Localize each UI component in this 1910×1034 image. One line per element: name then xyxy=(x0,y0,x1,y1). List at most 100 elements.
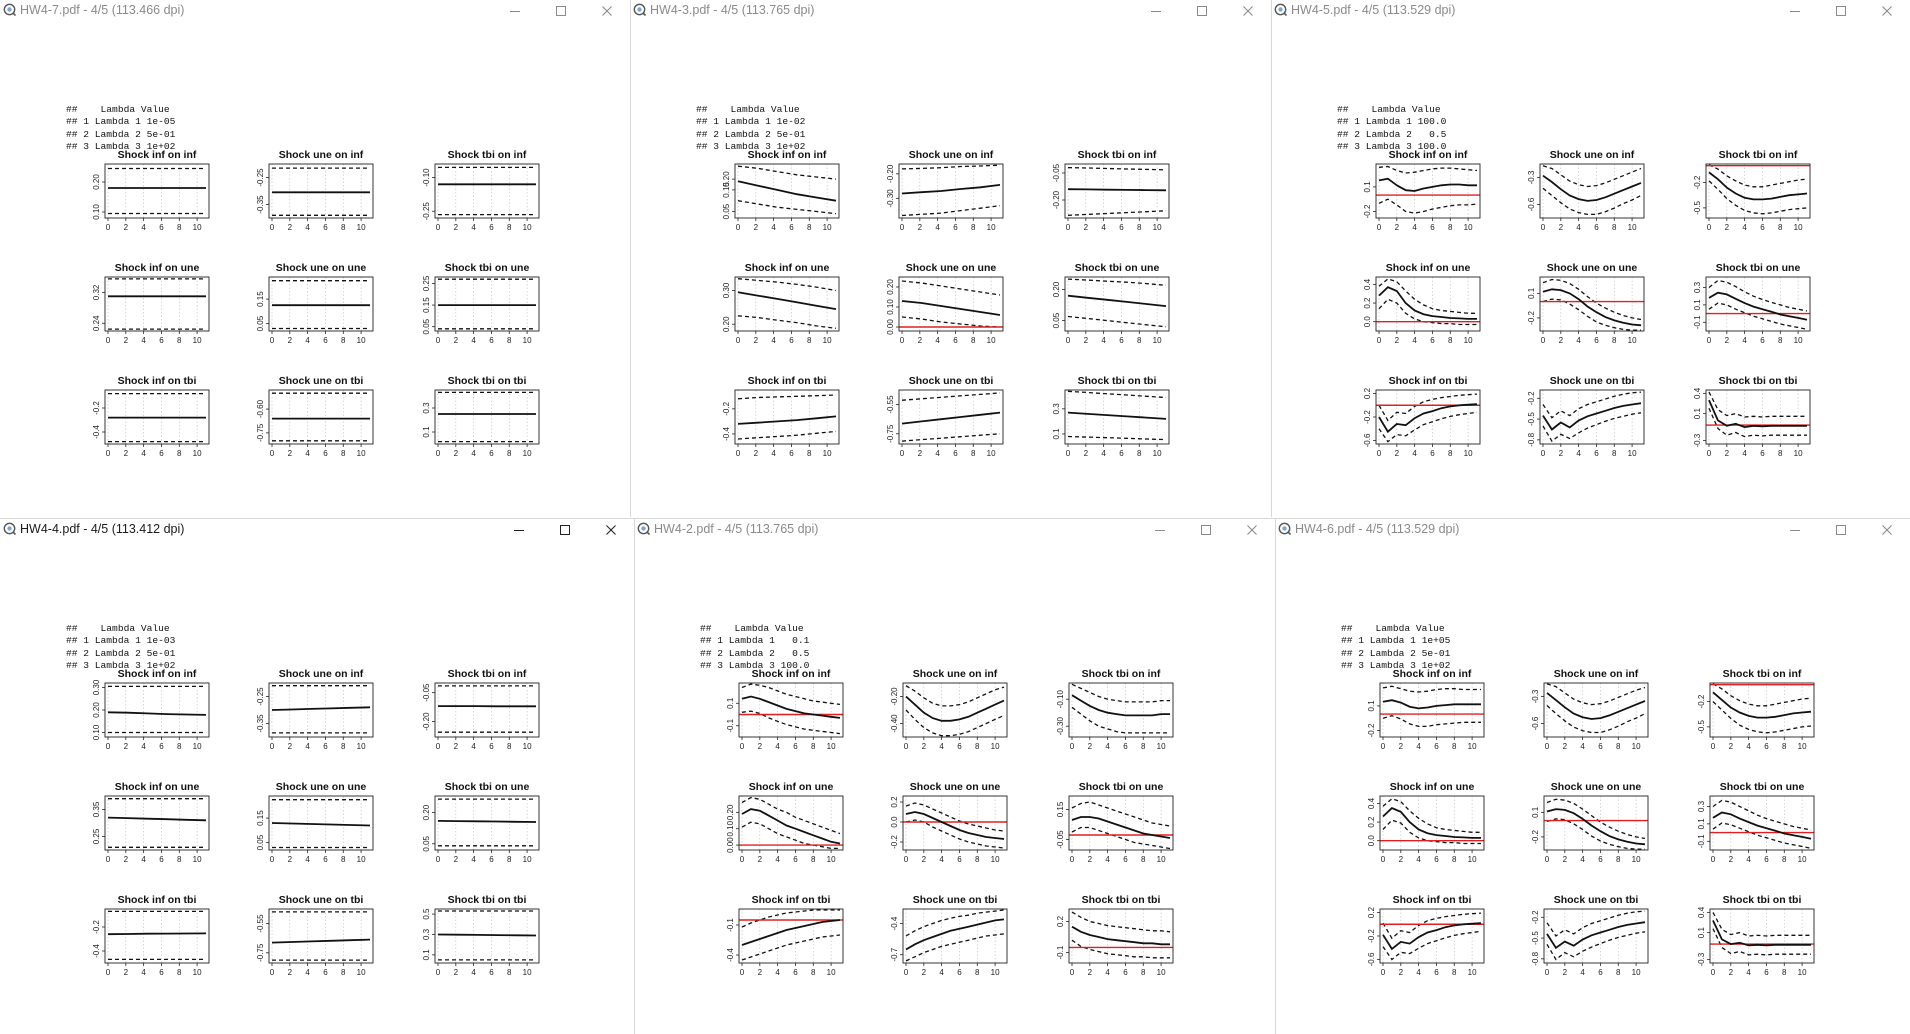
x-tick-label: 0 xyxy=(900,336,905,345)
plot-frame xyxy=(1543,795,1649,851)
maximize-button[interactable] xyxy=(1179,0,1225,22)
lower-band-line xyxy=(1542,187,1642,216)
y-tick-label: -0.3 xyxy=(1527,170,1536,184)
x-tick-label: 8 xyxy=(177,336,182,345)
pdf-page[interactable]: ## Lambda Value ## 1 Lambda 1 1e-02 ## 2 L… xyxy=(630,22,1271,517)
plot-frame xyxy=(898,163,1004,219)
y-tick-label: 0.5 xyxy=(422,908,431,920)
mean-response-line xyxy=(1546,921,1646,950)
pdf-page[interactable]: ## Lambda Value ## 1 Lambda 1 100.0 ## 2 L… xyxy=(1271,22,1910,517)
close-button[interactable] xyxy=(584,0,630,22)
close-button[interactable] xyxy=(1864,0,1910,22)
y-tick-label: -0.6 xyxy=(1531,716,1540,730)
window-titlebar[interactable]: HW4-6.pdf - 4/5 (113.529 dpi) xyxy=(1275,519,1910,541)
irf-plot: Shock tbi on une 0 2 4 6 8 10 0.05 0.15 0.25 xyxy=(422,262,540,345)
x-tick-label: 4 xyxy=(775,742,780,751)
x-tick-label: 0 xyxy=(270,223,275,232)
window-titlebar[interactable]: HW4-4.pdf - 4/5 (113.412 dpi) xyxy=(0,519,634,541)
x-tick-label: 2 xyxy=(454,336,459,345)
x-tick-label: 10 xyxy=(1798,742,1807,751)
window-titlebar[interactable]: HW4-3.pdf - 4/5 (113.765 dpi) xyxy=(630,0,1271,22)
x-tick-label: 0 xyxy=(900,223,905,232)
irf-plot: Shock inf on une 0 2 4 6 8 10 0.20 0.30 xyxy=(722,262,840,345)
close-button[interactable] xyxy=(1225,0,1271,22)
minimize-button[interactable] xyxy=(496,519,542,541)
pdf-viewer-window[interactable]: HW4-5.pdf - 4/5 (113.529 dpi) ## Lambda V… xyxy=(1271,0,1910,517)
window-titlebar[interactable]: HW4-5.pdf - 4/5 (113.529 dpi) xyxy=(1271,0,1910,22)
x-tick-label: 10 xyxy=(357,742,366,751)
irf-plot: Shock tbi on une 0 2 4 6 8 10 0.05 0.20 xyxy=(422,781,540,864)
pdf-page[interactable]: ## Lambda Value ## 1 Lambda 1 1e-03 ## 2 L… xyxy=(0,541,634,1034)
upper-band-line xyxy=(1378,278,1477,314)
window-titlebar[interactable]: HW4-2.pdf - 4/5 (113.765 dpi) xyxy=(634,519,1275,541)
plot-frame xyxy=(104,163,210,219)
plot-title: Shock inf on une xyxy=(1390,781,1475,793)
maximize-button[interactable] xyxy=(542,519,588,541)
plot-title: Shock tbi on une xyxy=(445,262,530,274)
x-tick-label: 4 xyxy=(1105,968,1110,977)
plot-title: Shock une on inf xyxy=(279,149,364,161)
x-tick-label: 4 xyxy=(305,336,310,345)
x-tick-label: 4 xyxy=(141,742,146,751)
irf-plot: Shock tbi on une 0 2 4 6 8 10 -0.05 0.15 xyxy=(1056,781,1174,864)
pdf-viewer-window[interactable]: HW4-4.pdf - 4/5 (113.412 dpi) ## Lambda V… xyxy=(0,519,634,1034)
x-tick-label: 10 xyxy=(1632,968,1641,977)
maximize-button[interactable] xyxy=(1818,0,1864,22)
x-tick-label: 2 xyxy=(1084,223,1089,232)
y-tick-label: -0.4 xyxy=(722,427,731,441)
x-tick-label: 8 xyxy=(811,855,816,864)
x-tick-label: 4 xyxy=(471,968,476,977)
close-button[interactable] xyxy=(1864,519,1910,541)
x-tick-label: 0 xyxy=(1541,223,1546,232)
minimize-button[interactable] xyxy=(1772,519,1818,541)
plot-title: Shock une on tbi xyxy=(909,375,994,387)
maximize-button[interactable] xyxy=(1183,519,1229,541)
x-tick-label: 10 xyxy=(357,336,366,345)
y-tick-label: -0.5 xyxy=(1693,200,1702,214)
irf-plot: Shock inf on une 0 2 4 6 8 10 0.0 0.2 0.4 xyxy=(1363,262,1481,345)
minimize-button[interactable] xyxy=(1772,0,1818,22)
pdf-page[interactable]: ## Lambda Value ## 1 Lambda 1 1e-05 ## 2 L… xyxy=(0,22,630,517)
x-tick-label: 4 xyxy=(1580,855,1585,864)
pdf-page[interactable]: ## Lambda Value ## 1 Lambda 1 0.1 ## 2 Lam… xyxy=(634,541,1275,1034)
minimize-button[interactable] xyxy=(492,0,538,22)
y-tick-label: 0.20 xyxy=(92,174,101,190)
lambda-table-line: ## Lambda Value xyxy=(1337,104,1441,115)
minimize-icon xyxy=(1154,524,1166,536)
window-title: HW4-4.pdf - 4/5 (113.412 dpi) xyxy=(20,522,185,536)
y-tick-label: -0.3 xyxy=(1531,689,1540,703)
pdf-page[interactable]: ## Lambda Value ## 1 Lambda 1 1e+05 ## 2 L… xyxy=(1275,541,1910,1034)
x-tick-label: 4 xyxy=(1412,449,1417,458)
lower-band-line xyxy=(1067,315,1167,328)
x-tick-label: 4 xyxy=(1576,223,1581,232)
window-titlebar[interactable]: HW4-7.pdf - 4/5 (113.466 dpi) xyxy=(0,0,630,22)
y-tick-label: -0.75 xyxy=(886,424,895,443)
maximize-button[interactable] xyxy=(538,0,584,22)
mean-response-line xyxy=(107,711,207,716)
x-tick-label: 4 xyxy=(141,855,146,864)
y-tick-label: 0.1 xyxy=(726,697,735,709)
x-tick-label: 4 xyxy=(1576,449,1581,458)
x-tick-label: 8 xyxy=(1448,449,1453,458)
y-tick-label: -0.2 xyxy=(1527,310,1536,324)
irf-plot: Shock inf on inf 0 2 4 6 8 10 -0.2 0.1 xyxy=(1367,668,1485,751)
minimize-button[interactable] xyxy=(1137,519,1183,541)
pdf-viewer-window[interactable]: HW4-6.pdf - 4/5 (113.529 dpi) ## Lambda V… xyxy=(1275,519,1910,1034)
close-button[interactable] xyxy=(1229,519,1275,541)
x-tick-label: 6 xyxy=(957,742,962,751)
x-tick-label: 6 xyxy=(1598,742,1603,751)
close-button[interactable] xyxy=(588,519,634,541)
minimize-button[interactable] xyxy=(1133,0,1179,22)
maximize-button[interactable] xyxy=(1818,519,1864,541)
minimize-icon xyxy=(513,524,525,536)
pdf-viewer-window[interactable]: HW4-3.pdf - 4/5 (113.765 dpi) ## Lambda V… xyxy=(630,0,1271,517)
pdf-viewer-window[interactable]: HW4-7.pdf - 4/5 (113.466 dpi) ## Lambda V… xyxy=(0,0,630,517)
plot-frame xyxy=(268,389,374,445)
pdf-viewer-window[interactable]: HW4-2.pdf - 4/5 (113.765 dpi) ## Lambda V… xyxy=(634,519,1275,1034)
lambda-table-line: ## Lambda Value xyxy=(700,623,804,634)
x-tick-label: 2 xyxy=(288,336,293,345)
y-tick-label: -0.35 xyxy=(256,195,265,214)
upper-band-line xyxy=(905,802,1005,832)
lower-band-line xyxy=(737,200,837,215)
y-tick-label: -0.1 xyxy=(1693,315,1702,329)
